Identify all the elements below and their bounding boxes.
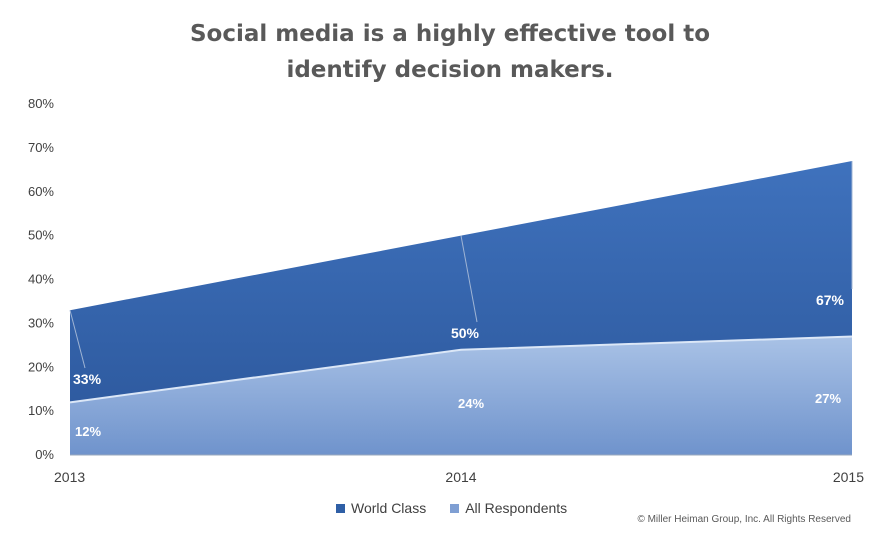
area-all-respondents [70, 336, 852, 455]
y-tick-label: 10% [28, 403, 54, 418]
leader-line [460, 235, 478, 323]
y-tick-label: 30% [28, 315, 54, 330]
y-tick-label: 80% [28, 96, 54, 111]
data-label-all-respondents: 24% [458, 396, 484, 411]
leader-line [69, 310, 86, 369]
legend-item-all-respondents: All Respondents [450, 500, 567, 516]
areas [69, 161, 853, 455]
chart-title-line-1: Social media is a highly effective tool … [189, 21, 711, 47]
y-tick-label: 70% [28, 140, 54, 155]
y-axis: 0% 10% 20% 30% 40% 50% 60% 70% 80% [28, 96, 54, 462]
chart-title: Social media is a highly effective tool … [0, 16, 883, 88]
data-label-world-class: 33% [73, 371, 102, 387]
data-label-world-class: 50% [451, 325, 480, 341]
y-tick-label: 20% [28, 359, 54, 374]
x-tick-label: 2014 [445, 469, 476, 485]
legend-label-world-class: World Class [351, 500, 427, 516]
legend-swatch-all-respondents [450, 503, 460, 513]
legend-item-world-class: World Class [336, 500, 426, 516]
data-label-all-respondents: 27% [815, 391, 841, 406]
x-tick-label: 2015 [833, 469, 864, 485]
copyright-notice: © Miller Heiman Group, Inc. All Rights R… [637, 514, 851, 525]
area-edge-all-respondents [69, 335, 853, 404]
y-tick-label: 0% [35, 447, 54, 462]
chart-title-line-2: identify decision makers. [286, 57, 614, 83]
legend-label-all-respondents: All Respondents [465, 500, 568, 516]
label-leader-lines [69, 161, 853, 369]
data-label-all-respondents: 12% [75, 424, 101, 439]
data-labels: 33% 50% 67% 12% 24% 27% [73, 292, 845, 439]
y-tick-label: 50% [28, 228, 54, 243]
data-label-world-class: 67% [816, 292, 845, 308]
y-tick-label: 60% [28, 184, 54, 199]
legend-swatch-world-class [336, 503, 345, 513]
x-tick-label: 2013 [54, 469, 85, 485]
x-axis: 2013 2014 2015 [54, 454, 864, 485]
legend: World Class All Respondents [336, 500, 567, 516]
y-tick-label: 40% [28, 272, 54, 287]
